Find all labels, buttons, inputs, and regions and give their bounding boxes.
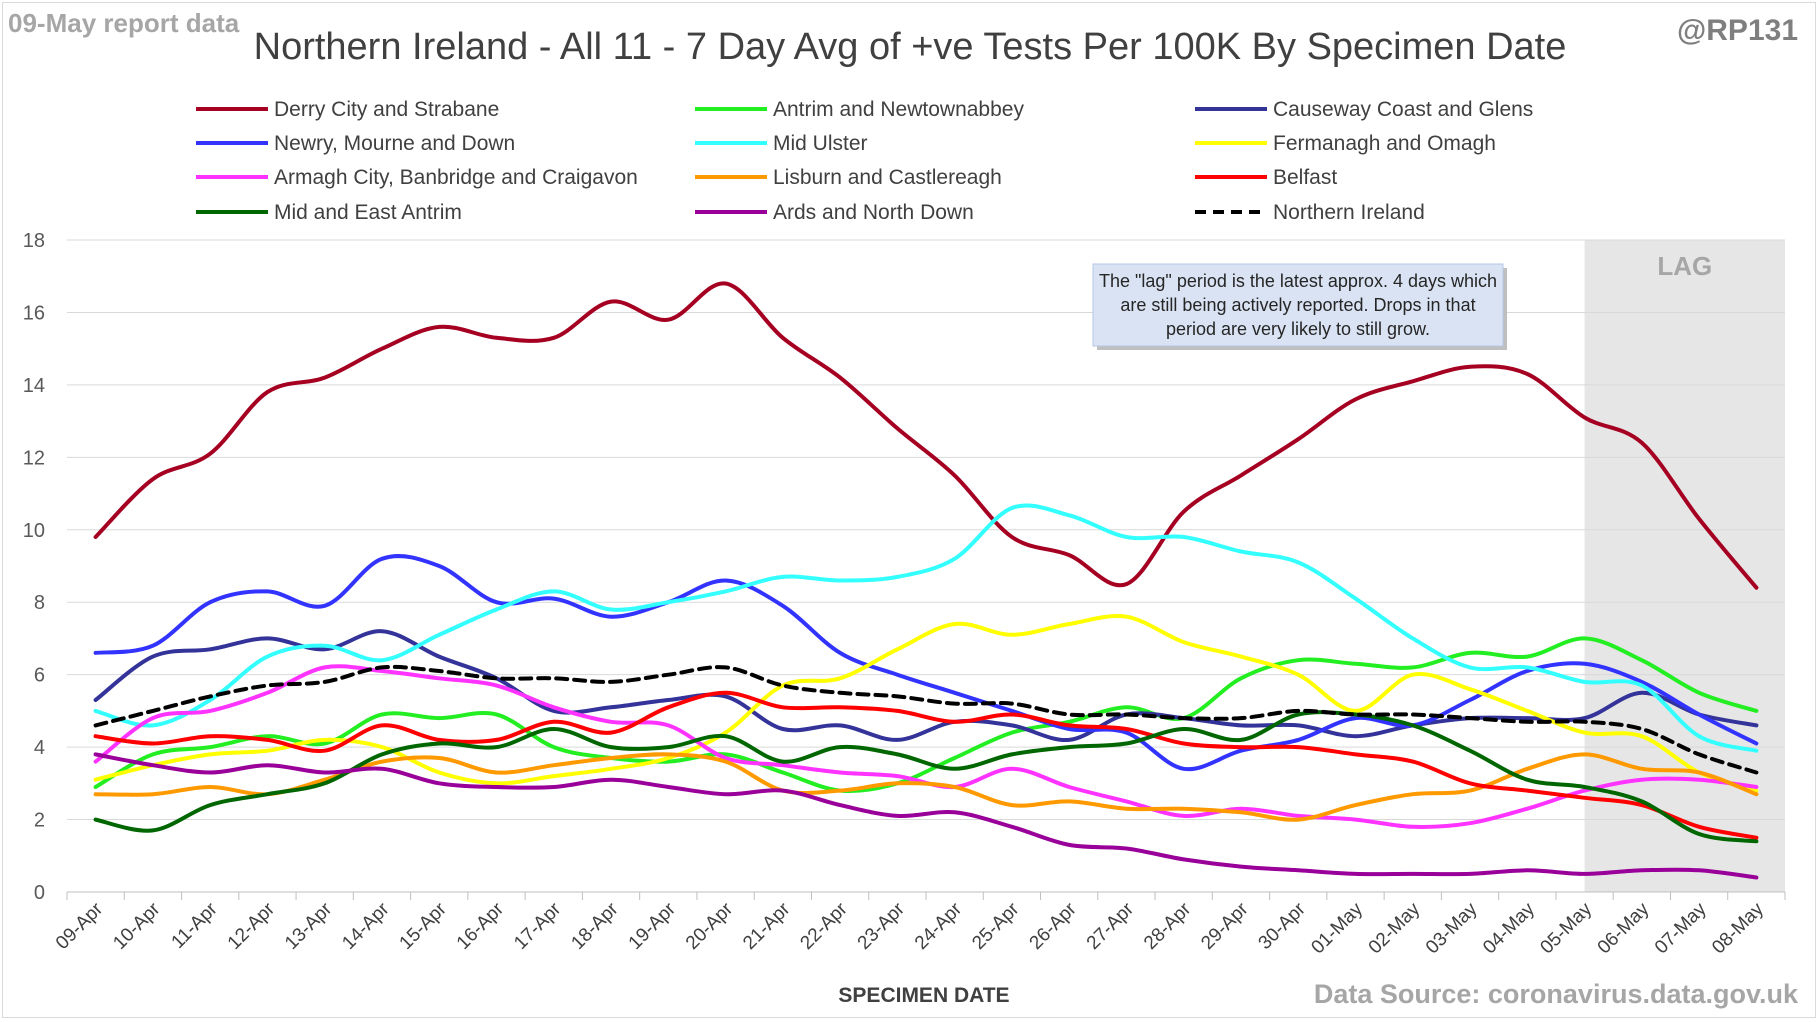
x-tick-label: 09-Apr <box>52 898 108 954</box>
data-source-label: Data Source: coronavirus.data.gov.uk <box>1313 979 1798 1009</box>
y-tick-label: 16 <box>23 302 45 324</box>
series-line-newry-mourne-and-down <box>93 554 1759 772</box>
x-tick-label: 23-Apr <box>854 898 910 954</box>
series-line-fermanagh-and-omagh <box>93 614 1759 793</box>
series-line-lisburn-and-castlereagh <box>93 752 1759 822</box>
y-tick-label: 10 <box>23 520 45 542</box>
lag-label: LAG <box>1657 251 1712 281</box>
y-tick-label: 12 <box>23 447 45 469</box>
x-tick-label: 07-May <box>1651 898 1711 958</box>
series-line-ards-and-north-down <box>93 752 1759 880</box>
legend-label: Belfast <box>1273 166 1337 189</box>
legend-label: Mid and East Antrim <box>274 201 462 224</box>
legend-label: Ards and North Down <box>773 201 974 224</box>
x-tick-label: 29-Apr <box>1197 898 1253 954</box>
x-tick-label: 03-May <box>1422 898 1482 958</box>
x-tick-label: 01-May <box>1307 898 1367 958</box>
x-tick-label: 24-Apr <box>911 898 967 954</box>
x-tick-label: 06-May <box>1594 898 1654 958</box>
series-line-mid-ulster <box>93 503 1759 753</box>
x-tick-label: 14-Apr <box>338 898 394 954</box>
x-tick-label: 25-Apr <box>968 898 1024 954</box>
x-tick-label: 19-Apr <box>625 898 681 954</box>
report-date-label: 09-May report data <box>8 8 240 38</box>
series-line-antrim-and-newtownabbey <box>93 636 1759 794</box>
y-tick-label: 0 <box>34 882 45 904</box>
y-tick-label: 8 <box>34 592 45 614</box>
y-tick-label: 18 <box>23 230 45 252</box>
legend-label: Armagh City, Banbridge and Craigavon <box>274 166 638 189</box>
legend-label: Northern Ireland <box>1273 201 1425 224</box>
x-tick-label: 10-Apr <box>109 898 165 954</box>
legend-label: Derry City and Strabane <box>274 98 499 121</box>
legend-label: Mid Ulster <box>773 132 868 155</box>
x-tick-label: 13-Apr <box>281 898 337 954</box>
x-tick-label: 11-Apr <box>168 898 223 953</box>
x-tick-label: 05-May <box>1536 898 1596 958</box>
x-tick-label: 21-Apr <box>739 898 795 954</box>
legend-label: Antrim and Newtownabbey <box>773 98 1024 121</box>
x-tick-label: 27-Apr <box>1083 898 1139 954</box>
y-tick-label: 6 <box>34 665 45 687</box>
x-tick-label: 02-May <box>1365 898 1425 958</box>
x-tick-label: 08-May <box>1708 898 1768 958</box>
x-tick-label: 17-Apr <box>510 898 566 954</box>
chart-title: Northern Ireland - All 11 - 7 Day Avg of… <box>253 26 1567 68</box>
series-line-northern-ireland <box>93 664 1759 775</box>
series-line-belfast <box>93 690 1759 840</box>
x-tick-label: 22-Apr <box>796 898 852 954</box>
legend-label: Newry, Mourne and Down <box>274 132 515 155</box>
x-tick-label: 15-Apr <box>396 898 452 954</box>
series-line-armagh-city-banbridge-and-craigavon <box>93 664 1759 829</box>
series-line-derry-city-and-strabane <box>93 281 1759 590</box>
y-tick-label: 4 <box>34 737 45 759</box>
y-tick-label: 14 <box>23 375 45 397</box>
legend-label: Fermanagh and Omagh <box>1273 132 1496 155</box>
x-tick-label: 12-Apr <box>224 898 280 954</box>
author-handle: @RP131 <box>1677 14 1798 47</box>
legend-label: Causeway Coast and Glens <box>1273 98 1533 121</box>
annotation-text: The "lag" period is the latest approx. 4… <box>1099 271 1497 339</box>
legend-label: Lisburn and Castlereagh <box>773 166 1002 189</box>
annotation-box <box>1092 263 1504 347</box>
x-tick-label: 28-Apr <box>1140 898 1196 954</box>
x-tick-label: 26-Apr <box>1026 898 1082 954</box>
x-axis-title: SPECIMEN DATE <box>838 984 1009 1007</box>
x-tick-label: 18-Apr <box>567 898 623 954</box>
x-tick-label: 30-Apr <box>1255 898 1311 954</box>
x-tick-label: 20-Apr <box>682 898 738 954</box>
x-tick-label: 16-Apr <box>453 898 509 954</box>
x-tick-label: 04-May <box>1479 898 1539 958</box>
y-tick-label: 2 <box>34 810 45 832</box>
series-line-mid-and-east-antrim <box>93 710 1759 844</box>
